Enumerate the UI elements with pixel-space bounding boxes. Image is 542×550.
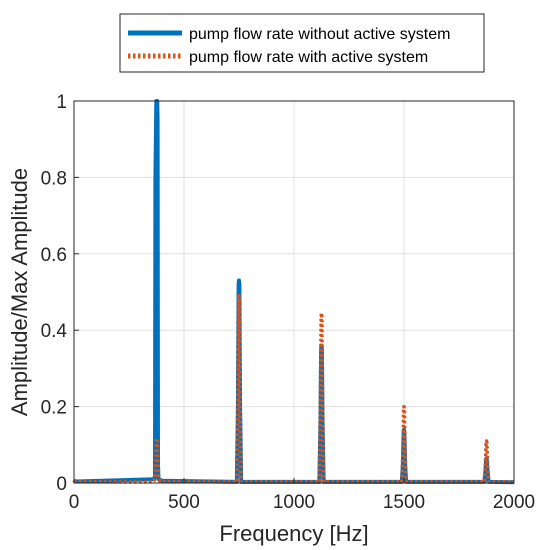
x-tick-label: 1000 (273, 492, 315, 513)
legend-label-with-active: pump flow rate with active system (189, 49, 428, 66)
y-tick-label: 0 (56, 474, 67, 495)
x-axis-label: Frequency [Hz] (219, 521, 368, 546)
legend: pump flow rate without active system pum… (119, 13, 485, 73)
y-tick-label: 0.4 (41, 321, 68, 342)
y-tick-label: 1 (56, 92, 67, 113)
y-tick-label: 0.6 (41, 245, 67, 266)
x-tick-label: 500 (168, 492, 200, 513)
series-line-with-active (74, 294, 514, 484)
x-tick-label: 0 (69, 492, 80, 513)
y-axis-label: Amplitude/Max Amplitude (7, 168, 32, 416)
x-tick-label: 1500 (383, 492, 425, 513)
legend-label-without-active: pump flow rate without active system (189, 26, 450, 43)
y-tick-label: 0.2 (41, 398, 67, 419)
legend-box (119, 13, 485, 73)
x-tick-label: 2000 (493, 492, 535, 513)
ticks: 0 500 1000 1500 2000 0 0.2 0.4 0.6 0.8 1 (41, 92, 536, 513)
y-tick-label: 0.8 (41, 168, 67, 189)
